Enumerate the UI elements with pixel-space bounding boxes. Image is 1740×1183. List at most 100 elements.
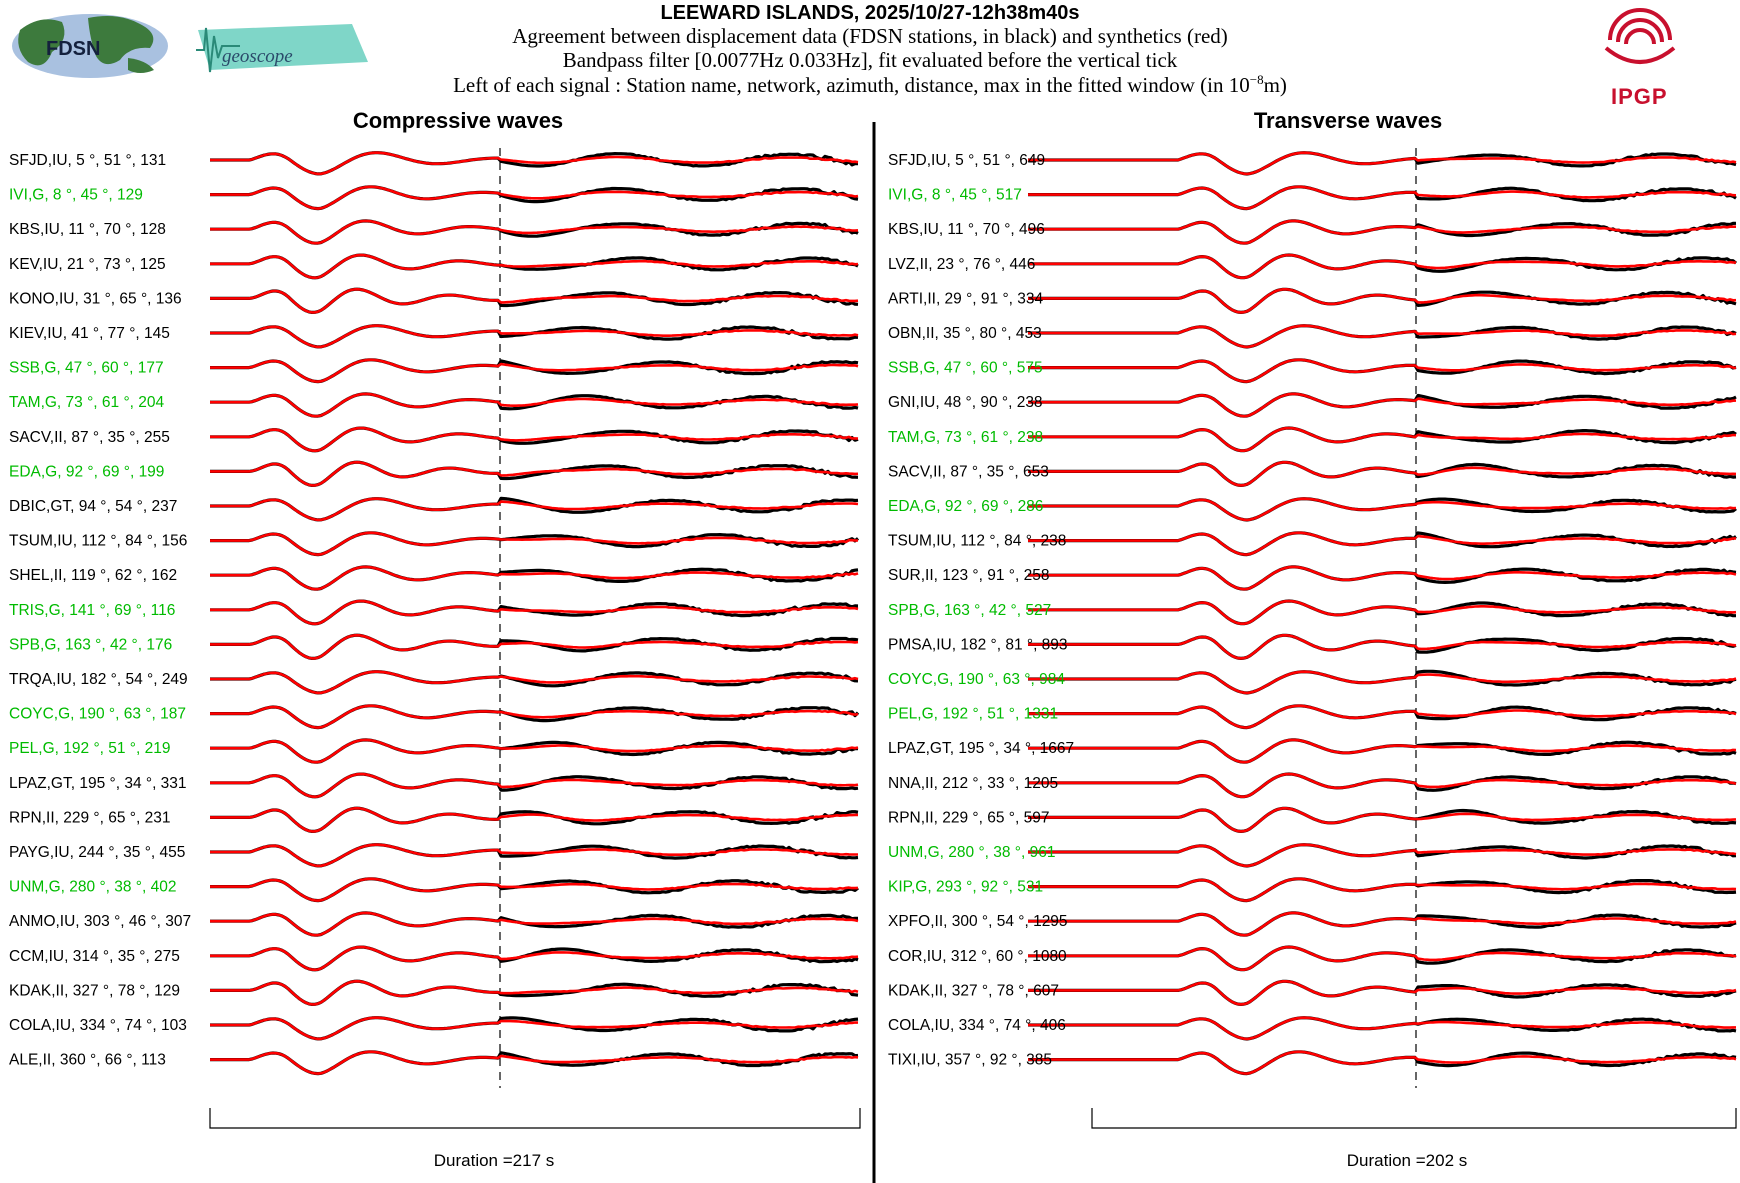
data-trace <box>1028 426 1737 453</box>
data-trace <box>1028 911 1737 937</box>
data-trace <box>1028 633 1737 660</box>
subtitle-line-3-exponent: −8 <box>1249 72 1264 87</box>
subtitle-line-3-suffix: m) <box>1263 73 1287 97</box>
station-label: PMSA,IU, 182 °, 81 °, 893 <box>888 636 1068 653</box>
fdsn-logo: FDSN <box>12 14 168 78</box>
station-label: GNI,IU, 48 °, 90 °, 238 <box>888 394 1043 411</box>
synthetic-trace <box>210 324 859 349</box>
station-label: UNM,G, 280 °, 38 °, 402 <box>9 879 176 896</box>
synthetic-trace <box>210 287 859 314</box>
data-trace <box>210 945 859 972</box>
station-label: LPAZ,GT, 195 °, 34 °, 1667 <box>888 740 1074 757</box>
synthetic-trace <box>210 392 859 418</box>
geoscope-logo-map <box>198 24 368 70</box>
synthetic-trace <box>1028 324 1737 349</box>
geoscope-logo-seismogram <box>196 27 240 73</box>
synthetic-trace <box>210 531 858 556</box>
station-label: SSB,G, 47 °, 60 °, 575 <box>888 360 1043 377</box>
station-label: RPN,II, 229 °, 65 °, 231 <box>9 809 170 826</box>
data-trace <box>1028 185 1737 211</box>
synthetic-trace <box>1028 531 1737 556</box>
station-label: XPFO,II, 300 °, 54 °, 1295 <box>888 913 1068 930</box>
synthetic-trace <box>210 704 859 729</box>
synthetic-trace <box>210 219 859 245</box>
synthetic-trace <box>1028 704 1737 729</box>
synthetic-trace <box>210 185 859 210</box>
synthetic-trace <box>210 738 859 764</box>
station-label: KONO,IU, 31 °, 65 °, 136 <box>9 290 182 307</box>
synthetic-trace <box>1028 980 1737 1006</box>
synthetic-trace <box>210 945 859 972</box>
station-label: TIXI,IU, 357 °, 92 °, 385 <box>888 1052 1052 1069</box>
panel-transverse-title: Transverse waves <box>1254 108 1442 133</box>
station-label: EDA,G, 92 °, 69 °, 286 <box>888 498 1043 515</box>
station-label: DBIC,GT, 94 °, 54 °, 237 <box>9 498 177 515</box>
synthetic-trace <box>1028 185 1737 210</box>
synthetic-trace <box>1028 392 1737 418</box>
synthetic-trace <box>1028 151 1737 176</box>
ipgp-logo-text: IPGP <box>1611 84 1668 109</box>
figure-header: LEEWARD ISLANDS, 2025/10/27-12h38m40s Ag… <box>0 0 1740 100</box>
station-label: KDAK,II, 327 °, 78 °, 607 <box>888 982 1059 999</box>
synthetic-trace <box>210 497 859 522</box>
ipgp-logo-arc-3 <box>1624 28 1656 45</box>
figure-title: LEEWARD ISLANDS, 2025/10/27-12h38m40s <box>660 2 1080 24</box>
synthetic-trace <box>1028 911 1737 937</box>
synthetic-trace <box>210 911 859 937</box>
station-label: NNA,II, 212 °, 33 °, 1205 <box>888 775 1058 792</box>
synthetic-trace <box>1028 772 1737 798</box>
synthetic-trace <box>210 843 858 868</box>
synthetic-trace <box>1028 945 1737 971</box>
synthetic-trace <box>210 772 859 799</box>
synthetic-trace <box>210 151 859 176</box>
station-label: KIEV,IU, 41 °, 77 °, 145 <box>9 325 170 342</box>
synthetic-trace <box>1028 670 1737 695</box>
station-label: SSB,G, 47 °, 60 °, 177 <box>9 360 164 377</box>
synthetic-trace <box>210 599 859 626</box>
synthetic-trace <box>1028 1050 1737 1075</box>
synthetic-trace <box>1028 253 1737 279</box>
synthetic-trace <box>210 877 859 902</box>
synthetic-trace <box>210 565 859 591</box>
fdsn-logo-text: FDSN <box>46 38 100 60</box>
geoscope-logo-text: geoscope <box>222 46 293 67</box>
data-trace <box>1028 806 1737 833</box>
fdsn-logo-land-2 <box>88 16 154 65</box>
synthetic-trace <box>1028 1016 1736 1041</box>
synthetic-trace <box>210 1016 859 1041</box>
fdsn-logo-land-3 <box>128 58 154 73</box>
synthetic-trace <box>210 1050 859 1075</box>
transverse-duration-label: Duration =202 s <box>1347 1151 1468 1170</box>
transverse-traces <box>1028 151 1737 1076</box>
panel-compressive-title: Compressive waves <box>353 108 563 133</box>
station-label: LVZ,II, 23 °, 76 °, 446 <box>888 256 1035 273</box>
station-label: IVI,G, 8 °, 45 °, 517 <box>888 187 1022 204</box>
synthetic-trace <box>1028 219 1736 245</box>
station-label: PEL,G, 192 °, 51 °, 219 <box>9 740 170 757</box>
station-label: SACV,II, 87 °, 35 °, 653 <box>888 463 1049 480</box>
synthetic-trace <box>1028 565 1737 591</box>
synthetic-trace <box>210 806 858 833</box>
station-label: COYC,G, 190 °, 63 °, 187 <box>9 706 186 723</box>
synthetic-trace <box>1028 358 1737 383</box>
station-label: ARTI,II, 29 °, 91 °, 334 <box>888 290 1044 307</box>
compressive-duration-bracket <box>209 1108 861 1129</box>
ipgp-logo-arc-4 <box>1604 46 1676 64</box>
data-trace <box>1028 287 1737 314</box>
compressive-duration-label: Duration =217 s <box>434 1151 555 1170</box>
subtitle-line-2: Bandpass filter [0.0077Hz 0.033Hz], fit … <box>562 48 1178 72</box>
station-label: OBN,II, 35 °, 80 °, 453 <box>888 325 1042 342</box>
subtitle-line-3: Left of each signal : Station name, netw… <box>0 72 1740 98</box>
synthetic-trace <box>1028 461 1737 487</box>
data-trace <box>210 772 859 799</box>
data-trace <box>1028 738 1737 764</box>
station-label: SFJD,IU, 5 °, 51 °, 131 <box>9 152 166 169</box>
data-trace <box>1028 392 1737 418</box>
station-label: TAM,G, 73 °, 61 °, 204 <box>9 394 165 411</box>
station-label: KDAK,II, 327 °, 78 °, 129 <box>9 982 180 999</box>
synthetic-trace <box>210 670 859 695</box>
fdsn-logo-land-1 <box>18 19 65 66</box>
station-label: ANMO,IU, 303 °, 46 °, 307 <box>9 913 191 930</box>
station-label: COLA,IU, 334 °, 74 °, 406 <box>888 1017 1066 1034</box>
